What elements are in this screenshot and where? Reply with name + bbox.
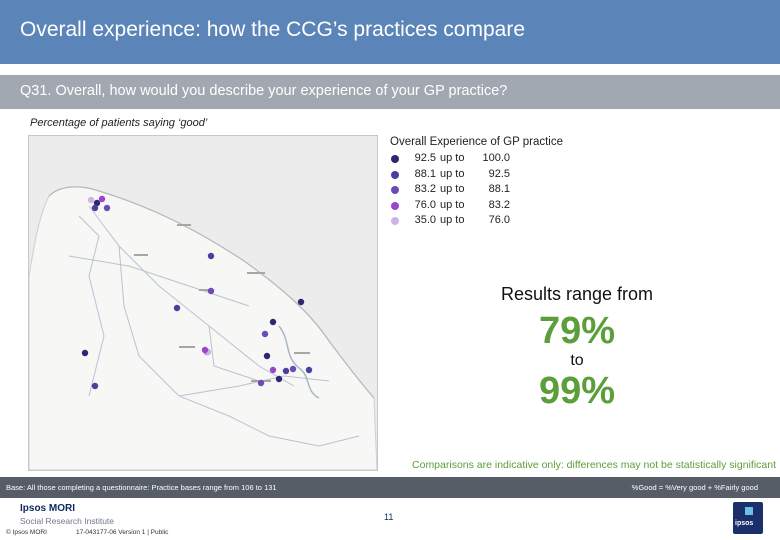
legend-swatch <box>391 201 399 210</box>
legend-to: 100.0 <box>482 152 510 164</box>
practice-marker <box>289 365 297 373</box>
page-title: Overall experience: how the CCG’s practi… <box>20 18 525 41</box>
practice-marker <box>207 287 215 295</box>
practice-markers <box>81 195 313 390</box>
legend-upto: up to <box>440 214 465 226</box>
practice-marker <box>275 375 283 383</box>
legend-row: 83.2 up to 88.1 <box>390 183 590 199</box>
copyright: © Ipsos MORI <box>6 529 47 536</box>
practice-marker <box>98 195 106 203</box>
legend-title: Overall Experience of GP practice <box>390 136 564 148</box>
practice-marker <box>261 330 269 338</box>
legend-row: 76.0 up to 83.2 <box>390 199 590 215</box>
map-river <box>278 325 320 399</box>
legend-swatch <box>391 155 399 163</box>
legend-swatch <box>391 170 399 179</box>
brand-icon-label: ipsos <box>735 520 754 527</box>
legend-swatch <box>391 217 399 225</box>
legend-from: 88.1 <box>414 167 436 180</box>
page-number: 11 <box>384 512 394 522</box>
legend-from: 35.0 <box>414 214 436 226</box>
practice-marker <box>297 298 305 306</box>
practice-marker <box>207 252 215 260</box>
practice-marker <box>93 199 101 207</box>
results-to: to <box>570 352 584 369</box>
map-coastline <box>48 186 375 399</box>
practice-marker <box>282 367 290 375</box>
question-bar: Q31. Overall, how would you describe you… <box>0 75 780 109</box>
legend-upto: up to <box>440 167 465 180</box>
practice-marker <box>305 366 313 374</box>
practice-marker <box>91 382 99 390</box>
legend-swatch <box>391 186 399 194</box>
base-note: Base: All those completing a questionnai… <box>6 483 277 492</box>
job-reference: 17-043177-06 Version 1 | Public <box>76 529 169 536</box>
legend-row: 35.0 up to 76.0 <box>390 214 590 230</box>
comparison-note: Comparisons are indicative only: differe… <box>412 459 776 471</box>
practice-marker <box>87 196 95 204</box>
footer-bar: Base: All those completing a questionnai… <box>0 477 780 498</box>
practice-marker <box>257 379 265 387</box>
practice-marker <box>269 366 277 374</box>
sri-logo-subtitle: Social Research Institute <box>20 516 115 526</box>
results-max: 99% <box>538 370 616 412</box>
practice-marker <box>103 204 111 212</box>
legend-to: 92.5 <box>488 167 510 180</box>
practice-marker <box>201 346 209 354</box>
question-text: Q31. Overall, how would you describe you… <box>20 83 508 99</box>
legend-from: 92.5 <box>414 152 436 164</box>
practice-marker <box>173 304 181 312</box>
legend-to: 88.1 <box>488 183 510 195</box>
legend-row: 88.1 up to 92.5 <box>390 168 590 184</box>
practice-marker <box>91 204 99 212</box>
legend-to: 83.2 <box>488 198 510 211</box>
legend-upto: up to <box>440 183 465 195</box>
practice-marker <box>263 352 271 360</box>
legend-upto: up to <box>440 152 465 164</box>
ccg-map <box>28 135 378 471</box>
title-bar: Overall experience: how the CCG’s practi… <box>0 0 780 64</box>
map-canvas <box>29 136 377 470</box>
results-min: 79% <box>538 310 616 352</box>
legend-upto: up to <box>440 198 465 211</box>
legend-from: 76.0 <box>414 198 436 211</box>
bottom-area: Ipsos MORI Social Research Institute © I… <box>0 498 780 540</box>
legend-to: 76.0 <box>488 214 510 226</box>
legend-row: 92.5 up to 100.0 <box>390 152 590 168</box>
practice-marker <box>81 349 89 357</box>
results-label: Results range from <box>500 284 654 304</box>
good-definition: %Good = %Very good + %Fairly good <box>631 483 758 492</box>
ipsos-mori-logo: Ipsos MORI <box>20 503 76 514</box>
brand-tab-icon <box>745 507 753 515</box>
map-legend: Overall Experience of GP practice 92.5 up… <box>390 136 590 230</box>
ipsos-brand-icon: ipsos <box>733 502 763 534</box>
legend-from: 83.2 <box>414 183 436 195</box>
practice-marker <box>269 318 277 326</box>
map-subtitle: Percentage of patients saying ‘good’ <box>30 117 208 129</box>
